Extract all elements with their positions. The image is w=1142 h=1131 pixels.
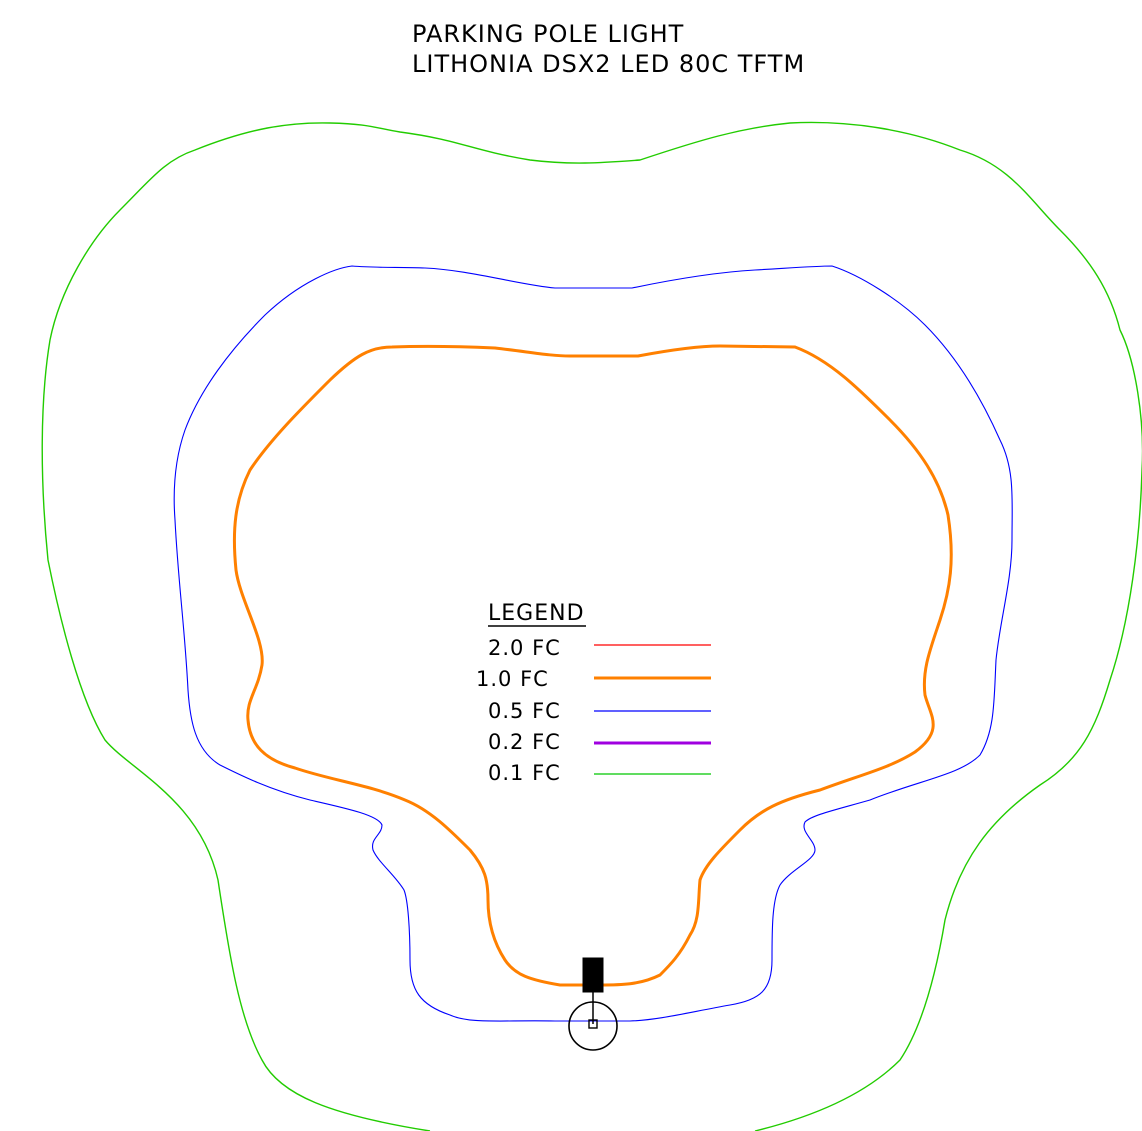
legend-label: 0.5 FC <box>488 699 561 723</box>
contour-0-5-fc <box>173 265 1013 1022</box>
title-line-2: LITHONIA DSX2 LED 80C TFTM <box>412 50 805 78</box>
legend-label: 0.1 FC <box>488 761 561 785</box>
contour-0-1-fc <box>41 121 1142 1131</box>
legend: LEGEND 2.0 FC 1.0 FC 0.5 FC 0.2 FC 0.1 F… <box>476 601 711 785</box>
legend-heading: LEGEND <box>488 601 585 626</box>
pole-icon <box>588 1019 598 1029</box>
pole-base-icon <box>568 1001 618 1051</box>
legend-label: 2.0 FC <box>488 636 561 660</box>
legend-label: 0.2 FC <box>488 730 561 754</box>
contour-1-0-fc <box>232 344 953 987</box>
luminaire-head-icon <box>582 957 604 993</box>
pole-light-fixture <box>568 957 618 1051</box>
title-line-1: PARKING POLE LIGHT <box>412 20 684 48</box>
legend-label: 1.0 FC <box>476 667 549 691</box>
